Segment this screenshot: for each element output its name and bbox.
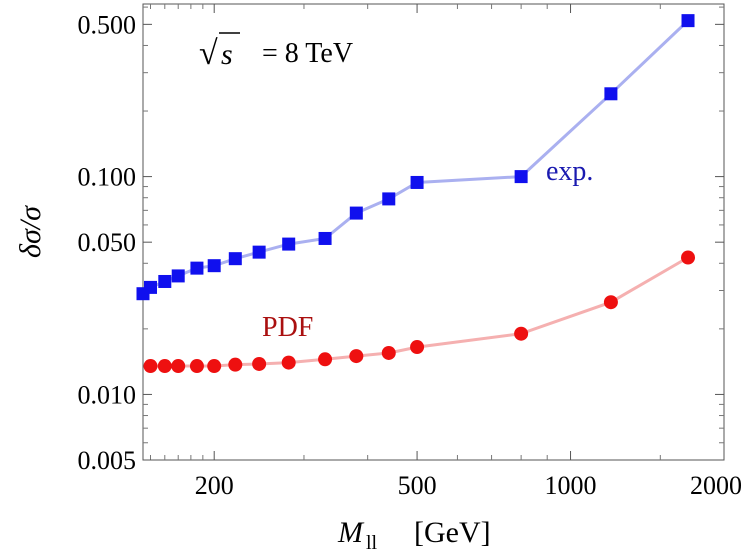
- series-label-pdf: PDF: [262, 312, 313, 343]
- data-point-exp: [318, 231, 332, 245]
- y-tick-label: 0.005: [78, 446, 137, 475]
- data-point-exp: [144, 280, 158, 294]
- data-point-pdf: [349, 349, 364, 364]
- x-tick-label: 2000: [690, 471, 742, 500]
- energy-value: = 8 TeV: [262, 38, 353, 69]
- data-point-pdf: [410, 340, 425, 355]
- data-point-pdf: [252, 356, 267, 371]
- series-markers: [136, 14, 696, 374]
- data-point-exp: [252, 245, 266, 259]
- data-point-exp: [158, 274, 172, 288]
- data-point-pdf: [281, 355, 296, 370]
- data-point-pdf: [603, 295, 618, 310]
- data-point-exp: [514, 170, 528, 184]
- data-point-pdf: [207, 359, 222, 374]
- x-tick-label: 500: [398, 471, 437, 500]
- series-label-exp: exp.: [546, 156, 593, 187]
- sqrt-variable: s: [221, 38, 233, 71]
- data-point-pdf: [157, 359, 172, 374]
- x-tick-label: 200: [195, 471, 234, 500]
- y-tick-label: 0.010: [78, 380, 137, 409]
- axis-ticks: [143, 4, 725, 461]
- data-point-pdf: [143, 359, 158, 374]
- data-point-pdf: [514, 326, 529, 341]
- y-axis-label: δσ/σ: [14, 205, 47, 258]
- data-point-pdf: [681, 250, 696, 265]
- x-tick-label: 1000: [545, 471, 597, 500]
- data-point-pdf: [171, 359, 186, 374]
- data-point-pdf: [318, 352, 333, 367]
- data-point-exp: [207, 259, 221, 273]
- x-axis-label-unit: [GeV]: [414, 516, 491, 549]
- x-axis-label-sub: ll: [366, 532, 378, 554]
- y-tick-label: 0.500: [78, 10, 137, 39]
- y-tick-label: 0.100: [78, 163, 137, 192]
- data-point-exp: [604, 87, 618, 101]
- data-point-exp: [349, 206, 363, 220]
- data-point-exp: [382, 192, 396, 206]
- energy-annotation: √ s = 8 TeV: [199, 32, 353, 72]
- data-point-pdf: [228, 357, 243, 372]
- data-point-exp: [228, 252, 242, 266]
- data-point-exp: [410, 175, 424, 189]
- data-point-exp: [681, 14, 695, 28]
- data-point-exp: [282, 237, 296, 251]
- data-point-pdf: [189, 359, 204, 374]
- axis-tick-labels: 200 500 1000 2000 0.005 0.010 0.050 0.100 0.500: [78, 10, 743, 500]
- plot-frame: [142, 3, 725, 461]
- x-axis-label: M ll [GeV]: [337, 516, 491, 554]
- series-line-exp: [142, 19, 690, 295]
- data-point-pdf: [381, 345, 396, 360]
- series-lines: [142, 19, 690, 368]
- data-point-exp: [190, 261, 204, 275]
- x-axis-label-main: M: [337, 516, 365, 549]
- data-point-exp: [171, 269, 185, 283]
- sqrt-symbol: √: [199, 35, 218, 72]
- y-tick-label: 0.050: [78, 228, 137, 257]
